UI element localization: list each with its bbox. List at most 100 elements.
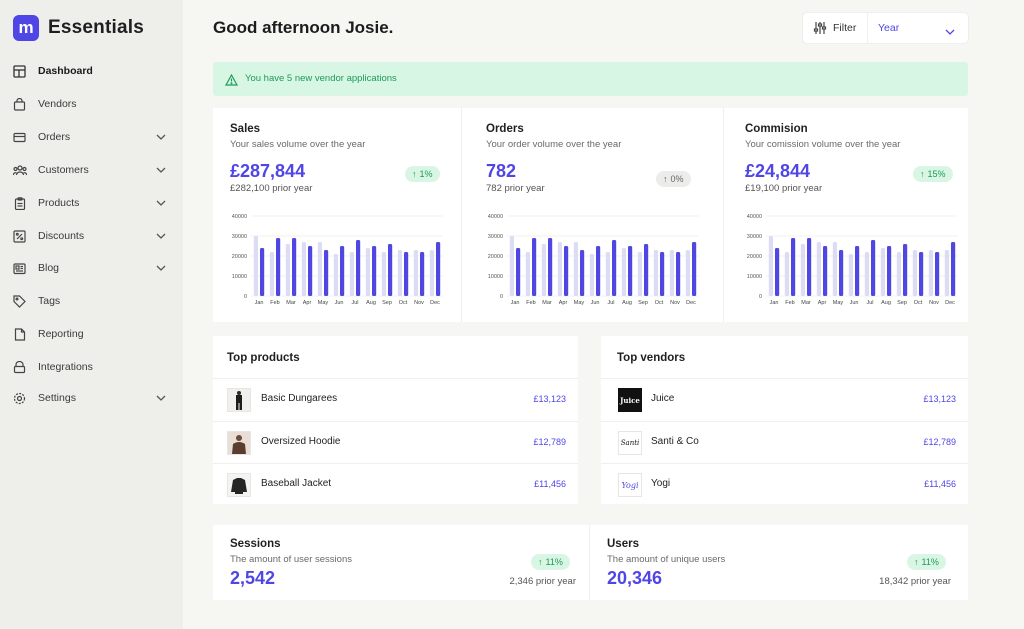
bar-current-year[interactable]	[276, 238, 281, 296]
bar-current-year[interactable]	[372, 246, 377, 296]
chevron-down-icon[interactable]	[154, 229, 168, 243]
bar-prior-year[interactable]	[784, 252, 789, 296]
bar-current-year[interactable]	[660, 252, 665, 296]
bar-current-year[interactable]	[404, 252, 409, 296]
bar-current-year[interactable]	[871, 240, 876, 296]
sidebar-item-orders[interactable]: Orders	[0, 124, 183, 150]
bar-current-year[interactable]	[356, 240, 361, 296]
chevron-down-icon[interactable]	[154, 261, 168, 275]
bar-prior-year[interactable]	[317, 242, 322, 296]
filter-dropdown[interactable]: Filter Year	[803, 13, 968, 43]
bar-prior-year[interactable]	[768, 236, 773, 296]
bar-current-year[interactable]	[388, 244, 393, 296]
bar-prior-year[interactable]	[365, 248, 370, 296]
bar-current-year[interactable]	[308, 246, 313, 296]
bar-prior-year[interactable]	[944, 250, 949, 296]
bar-current-year[interactable]	[775, 248, 780, 296]
bar-current-year[interactable]	[628, 246, 633, 296]
bar-prior-year[interactable]	[253, 236, 258, 296]
bar-prior-year[interactable]	[541, 244, 546, 296]
bar-prior-year[interactable]	[381, 252, 386, 296]
bar-current-year[interactable]	[564, 246, 569, 296]
sidebar-item-discounts[interactable]: Discounts	[0, 223, 183, 249]
bar-current-year[interactable]	[532, 238, 537, 296]
bar-current-year[interactable]	[951, 242, 956, 296]
chevron-down-icon[interactable]	[154, 196, 168, 210]
list-item[interactable]: Oversized Hoodie £12,789	[213, 421, 578, 463]
bar-current-year[interactable]	[612, 240, 617, 296]
chevron-down-icon[interactable]	[154, 163, 168, 177]
sidebar-item-reporting[interactable]: Reporting	[0, 321, 183, 347]
bar-prior-year[interactable]	[429, 250, 434, 296]
brand[interactable]: m Essentials	[13, 15, 144, 41]
bar-prior-year[interactable]	[832, 242, 837, 296]
bar-prior-year[interactable]	[349, 252, 354, 296]
bar-current-year[interactable]	[791, 238, 796, 296]
bar-prior-year[interactable]	[589, 254, 594, 296]
chevron-down-icon[interactable]	[945, 22, 957, 35]
sidebar-item-settings[interactable]: Settings	[0, 385, 183, 411]
sidebar-item-tags[interactable]: Tags	[0, 288, 183, 314]
bar-prior-year[interactable]	[573, 242, 578, 296]
bar-prior-year[interactable]	[848, 254, 853, 296]
bar-current-year[interactable]	[324, 250, 329, 296]
bar-prior-year[interactable]	[397, 250, 402, 296]
bar-prior-year[interactable]	[301, 242, 306, 296]
bar-prior-year[interactable]	[509, 236, 514, 296]
bar-current-year[interactable]	[260, 248, 265, 296]
bar-current-year[interactable]	[935, 252, 940, 296]
vendor-applications-alert[interactable]: You have 5 new vendor applications	[213, 62, 968, 96]
bar-current-year[interactable]	[839, 250, 844, 296]
bar-prior-year[interactable]	[928, 250, 933, 296]
bar-prior-year[interactable]	[800, 244, 805, 296]
bar-current-year[interactable]	[340, 246, 345, 296]
bar-current-year[interactable]	[420, 252, 425, 296]
bar-prior-year[interactable]	[653, 250, 658, 296]
list-item[interactable]: Juice Juice £13,123	[601, 378, 968, 420]
chevron-down-icon[interactable]	[154, 391, 168, 405]
bar-prior-year[interactable]	[605, 252, 610, 296]
bar-prior-year[interactable]	[557, 242, 562, 296]
bar-prior-year[interactable]	[896, 252, 901, 296]
bar-prior-year[interactable]	[269, 252, 274, 296]
bar-prior-year[interactable]	[864, 252, 869, 296]
bar-current-year[interactable]	[692, 242, 697, 296]
bar-prior-year[interactable]	[525, 252, 530, 296]
filter-value[interactable]: Year	[878, 22, 900, 34]
bar-current-year[interactable]	[823, 246, 828, 296]
bar-prior-year[interactable]	[637, 252, 642, 296]
sidebar-item-customers[interactable]: Customers	[0, 157, 183, 183]
list-item[interactable]: Yogi Yogi £11,456	[601, 463, 968, 505]
bar-current-year[interactable]	[903, 244, 908, 296]
list-item[interactable]: Santi Santi & Co £12,789	[601, 421, 968, 463]
bar-prior-year[interactable]	[685, 250, 690, 296]
sidebar-item-blog[interactable]: Blog	[0, 255, 183, 281]
bar-current-year[interactable]	[436, 242, 441, 296]
bar-prior-year[interactable]	[669, 250, 674, 296]
bar-prior-year[interactable]	[333, 254, 338, 296]
bar-current-year[interactable]	[887, 246, 892, 296]
sidebar-item-integrations[interactable]: Integrations	[0, 354, 183, 380]
bar-prior-year[interactable]	[413, 250, 418, 296]
bar-current-year[interactable]	[855, 246, 860, 296]
bar-current-year[interactable]	[644, 244, 649, 296]
sidebar-item-vendors[interactable]: Vendors	[0, 91, 183, 117]
bar-current-year[interactable]	[596, 246, 601, 296]
list-item[interactable]: Baseball Jacket £11,456	[213, 463, 578, 505]
bar-current-year[interactable]	[516, 248, 521, 296]
bar-current-year[interactable]	[919, 252, 924, 296]
bar-current-year[interactable]	[676, 252, 681, 296]
bar-prior-year[interactable]	[285, 244, 290, 296]
bar-current-year[interactable]	[548, 238, 553, 296]
bar-current-year[interactable]	[807, 238, 812, 296]
bar-current-year[interactable]	[292, 238, 297, 296]
bar-prior-year[interactable]	[880, 248, 885, 296]
bar-current-year[interactable]	[580, 250, 585, 296]
bar-prior-year[interactable]	[621, 248, 626, 296]
sidebar-item-products[interactable]: Products	[0, 190, 183, 216]
chevron-down-icon[interactable]	[154, 130, 168, 144]
bar-prior-year[interactable]	[912, 250, 917, 296]
list-item[interactable]: Basic Dungarees £13,123	[213, 378, 578, 420]
sidebar-item-dashboard[interactable]: Dashboard	[0, 58, 183, 84]
bar-prior-year[interactable]	[816, 242, 821, 296]
